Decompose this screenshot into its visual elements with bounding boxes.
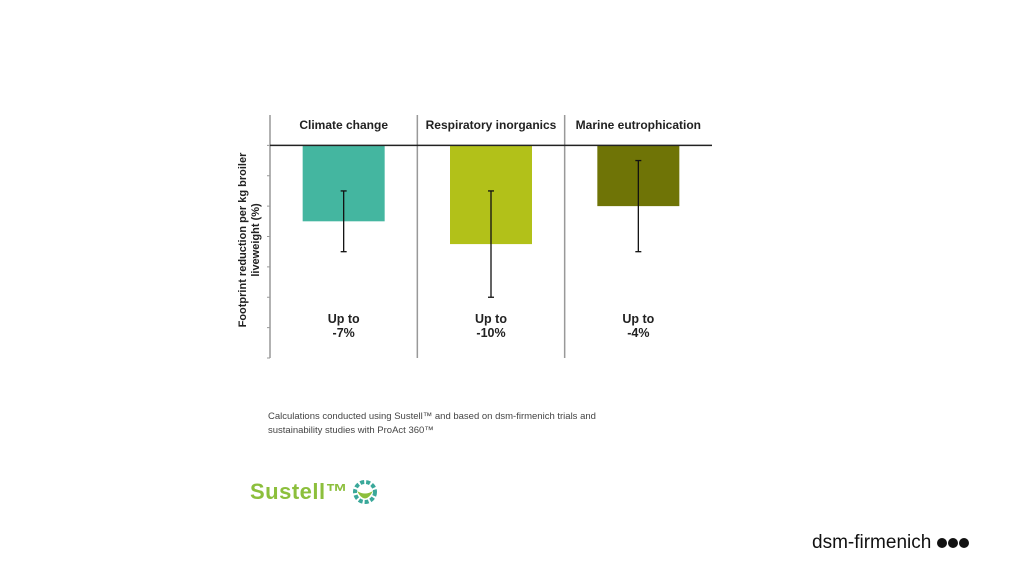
value-label: -7% — [333, 326, 355, 340]
footnote-line-2: sustainability studies with ProAct 360™ — [268, 425, 434, 436]
footnote-line-1: Calculations conducted using Sustell™ an… — [268, 411, 596, 422]
sustell-logo-text: Sustell™ — [250, 479, 349, 504]
brand-dots-icon — [937, 538, 970, 548]
value-label: -4% — [627, 326, 649, 340]
footnote: Calculations conducted using Sustell™ an… — [268, 410, 688, 438]
bar-chart: Footprint reduction per kg broilerlivewe… — [237, 115, 712, 359]
value-label: Up to — [622, 312, 654, 326]
value-label: Up to — [475, 312, 507, 326]
sustell-logo: Sustell™ — [250, 478, 379, 506]
category-label: Respiratory inorganics — [426, 118, 557, 132]
category-label: Climate change — [299, 118, 388, 132]
sustell-gear-leaf-icon — [353, 480, 378, 504]
y-axis-label-line: liveweight (%) — [250, 203, 262, 277]
y-axis-label: Footprint reduction per kg broilerlivewe… — [237, 152, 262, 328]
dsm-firmenich-logo: dsm-firmenich — [812, 532, 970, 554]
brand-name: dsm-firmenich — [812, 532, 932, 553]
category-label: Marine eutrophication — [576, 118, 701, 132]
y-axis-label-line: Footprint reduction per kg broiler — [237, 152, 249, 328]
value-label: -10% — [476, 326, 505, 340]
value-label: Up to — [328, 312, 360, 326]
